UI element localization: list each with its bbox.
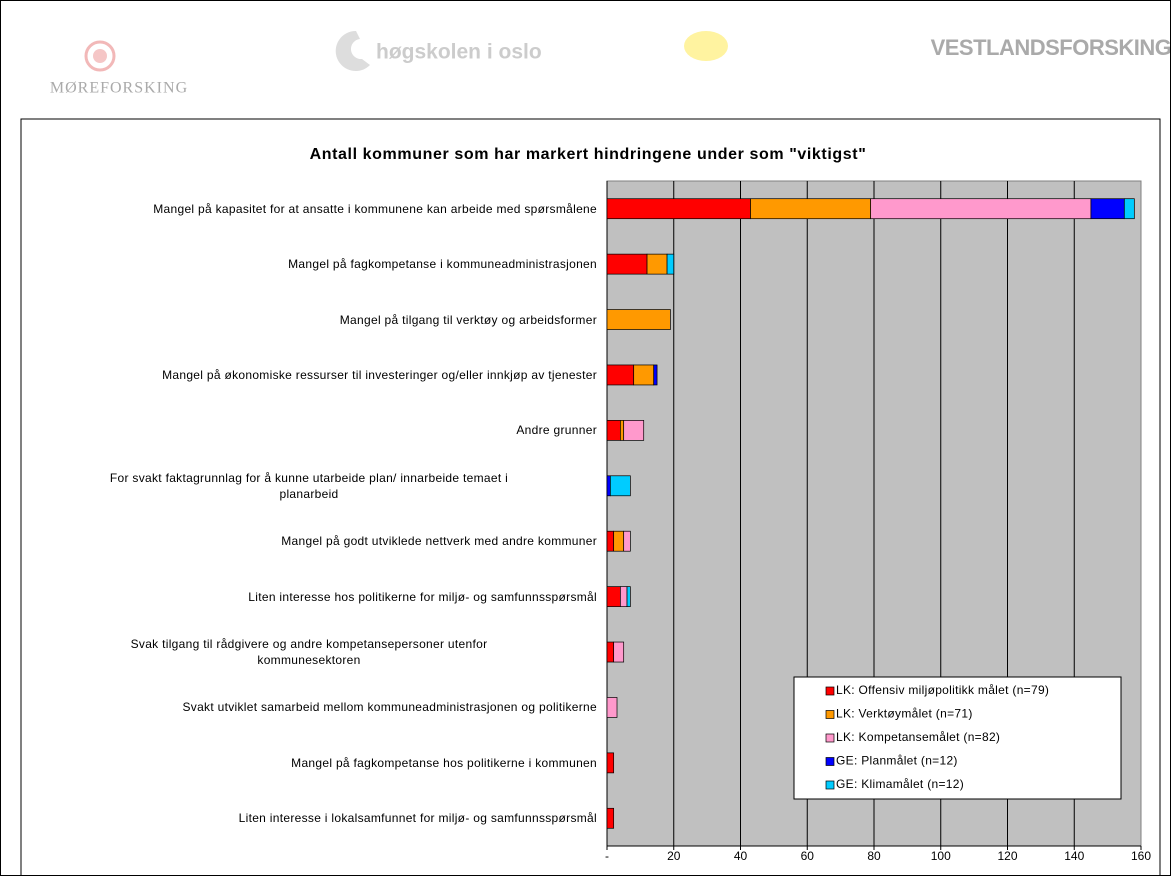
bar-segment <box>606 475 611 497</box>
y-tick-label: Svakt utviklet samarbeid mellom kommunea… <box>182 700 597 715</box>
bar-segment <box>606 420 621 441</box>
legend-label: LK: Kompetansemålet (n=82) <box>836 730 1000 744</box>
y-tick-label: Andre grunner <box>516 423 597 438</box>
y-tick-label: Mangel på økonomiske ressurser til inves… <box>162 367 597 382</box>
bar-segment <box>623 420 645 441</box>
legend-swatch <box>825 780 835 790</box>
bar-segment <box>606 253 648 275</box>
x-tick-label: 100 <box>931 849 951 863</box>
y-tick-label: Liten interesse hos politikerne for milj… <box>248 589 597 604</box>
bar-segment <box>606 309 671 330</box>
legend-label: LK: Offensiv miljøpolitikk målet (n=79) <box>836 683 1049 697</box>
bar-segment <box>606 530 615 552</box>
x-tick-label: 40 <box>734 849 748 863</box>
x-tick-label: 140 <box>1064 849 1084 863</box>
bar-segment <box>750 198 872 220</box>
y-tick-label: Mangel på kapasitet for at ansatte i kom… <box>153 201 597 216</box>
x-tick-label: 20 <box>667 849 681 863</box>
bar-segment <box>1123 198 1135 220</box>
legend-label: LK: Verktøymålet (n=71) <box>836 707 973 721</box>
y-tick-label: Mangel på tilgang til verktøy og arbeids… <box>339 312 597 327</box>
bar-segment <box>606 697 618 718</box>
legend-box <box>793 676 1122 800</box>
legend-swatch <box>825 686 835 696</box>
bar-segment <box>633 364 655 386</box>
bar-segment <box>626 586 631 607</box>
bar-segment <box>613 530 625 552</box>
y-tick-label: Mangel på fagkompetanse i kommuneadminis… <box>288 257 597 272</box>
logo-yellow <box>684 31 728 61</box>
x-tick-label: - <box>605 849 609 863</box>
y-tick-label: For svakt faktagrunnlag for å kunne utar… <box>109 470 509 501</box>
bar-segment <box>653 364 658 386</box>
bar-segment <box>606 198 751 220</box>
logo-text: høgskolen i oslo <box>376 41 542 64</box>
bar-segment <box>1090 198 1125 220</box>
x-tick-label: 120 <box>997 849 1017 863</box>
logo-hio <box>335 30 370 71</box>
bar-segment <box>606 752 615 774</box>
legend-swatch <box>825 710 835 719</box>
x-tick-label: 60 <box>801 849 815 863</box>
bar-segment <box>606 641 615 663</box>
chart-title: Antall kommuner som har markert hindring… <box>310 146 867 163</box>
logo-text: MØREFORSKING <box>50 80 188 97</box>
bar-segment <box>619 420 625 441</box>
bar-segment <box>870 198 1092 220</box>
bar-segment <box>619 586 628 607</box>
bar-segment <box>623 530 631 552</box>
x-tick-label: 80 <box>867 849 881 863</box>
bar-segment <box>613 641 625 663</box>
y-tick-label: Svak tilgang til rådgivere og andre komp… <box>130 637 488 668</box>
legend-swatch <box>825 733 835 743</box>
logo-text: VESTLANDSFORSKING <box>931 35 1170 60</box>
bar-segment <box>609 475 631 497</box>
legend-label: GE: Planmålet (n=12) <box>836 754 958 768</box>
y-tick-label: Mangel på godt utviklede nettverk med an… <box>281 534 597 549</box>
logo-more <box>84 40 116 72</box>
bar-segment <box>606 586 621 607</box>
legend-label: GE: Klimamålet (n=12) <box>836 777 964 791</box>
y-tick-label: Liten interesse i lokalsamfunnet for mil… <box>238 811 597 826</box>
bar-segment <box>666 253 675 275</box>
bar-segment <box>646 253 668 275</box>
y-tick-label: Mangel på fagkompetanse hos politikerne … <box>291 755 597 770</box>
bar-segment <box>606 364 635 386</box>
legend-swatch <box>825 757 835 766</box>
bar-segment <box>606 807 615 829</box>
x-tick-label: 160 <box>1131 849 1151 863</box>
